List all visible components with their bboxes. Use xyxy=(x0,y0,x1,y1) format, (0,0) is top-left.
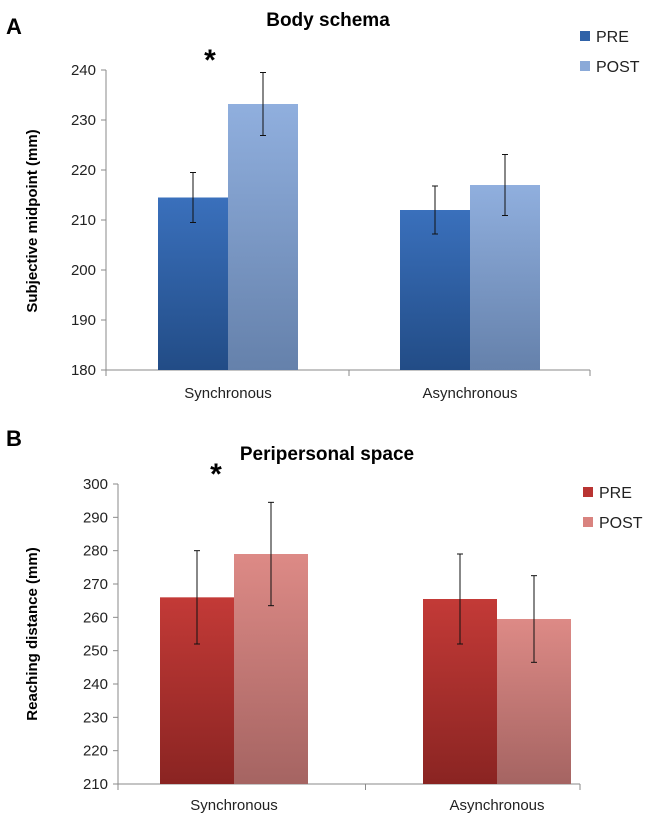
x-category-label: Asynchronous xyxy=(422,385,517,402)
x-category-label: Asynchronous xyxy=(449,797,544,814)
y-tick-label: 190 xyxy=(71,312,96,329)
y-tick-label: 240 xyxy=(83,676,108,693)
chart-title-a: Body schema xyxy=(266,10,390,31)
y-tick-label: 210 xyxy=(71,212,96,229)
x-category-label: Synchronous xyxy=(190,797,278,814)
legend-swatch-pre xyxy=(583,487,593,497)
y-tick-label: 270 xyxy=(83,576,108,593)
significance-star: * xyxy=(210,458,222,491)
y-tick-label: 180 xyxy=(71,362,96,379)
y-tick-label: 260 xyxy=(83,609,108,626)
y-tick-label: 200 xyxy=(71,262,96,279)
legend-label-pre: PRE xyxy=(599,485,632,502)
y-tick-label: 230 xyxy=(71,112,96,129)
y-tick-label: 290 xyxy=(83,509,108,526)
chart-panel-b: 210 220 230 240 250 260 270 280 290 300 Synchronou… xyxy=(83,458,643,814)
legend-label-post: POST xyxy=(599,515,643,532)
panel-label-b: B xyxy=(6,426,22,451)
y-tick-label: 250 xyxy=(83,643,108,660)
bar-post-synchronous xyxy=(228,104,298,370)
legend-swatch-post xyxy=(580,61,590,71)
y-tick-label: 230 xyxy=(83,709,108,726)
y-tick-label: 280 xyxy=(83,543,108,560)
bar-pre-synchronous xyxy=(158,197,228,370)
significance-star: * xyxy=(204,44,216,77)
legend-swatch-pre xyxy=(580,31,590,41)
chart-title-b: Peripersonal space xyxy=(240,444,414,465)
panel-label-a: A xyxy=(6,14,22,39)
legend-swatch-post xyxy=(583,517,593,527)
legend-label-pre: PRE xyxy=(596,29,629,46)
bar-pre-asynchronous xyxy=(400,210,470,370)
y-tick-label: 300 xyxy=(83,476,108,493)
y-tick-label: 220 xyxy=(71,162,96,179)
y-tick-label: 220 xyxy=(83,743,108,760)
y-tick-label: 210 xyxy=(83,776,108,793)
chart-panel-a: 180 190 200 210 220 230 240 Synchronous Asynchro… xyxy=(71,29,640,402)
x-category-label: Synchronous xyxy=(184,385,272,402)
y-axis-label-b: Reaching distance (mm) xyxy=(24,547,41,720)
y-tick-label: 240 xyxy=(71,62,96,79)
y-axis-label-a: Subjective midpoint (mm) xyxy=(24,129,41,312)
legend-label-post: POST xyxy=(596,59,640,76)
